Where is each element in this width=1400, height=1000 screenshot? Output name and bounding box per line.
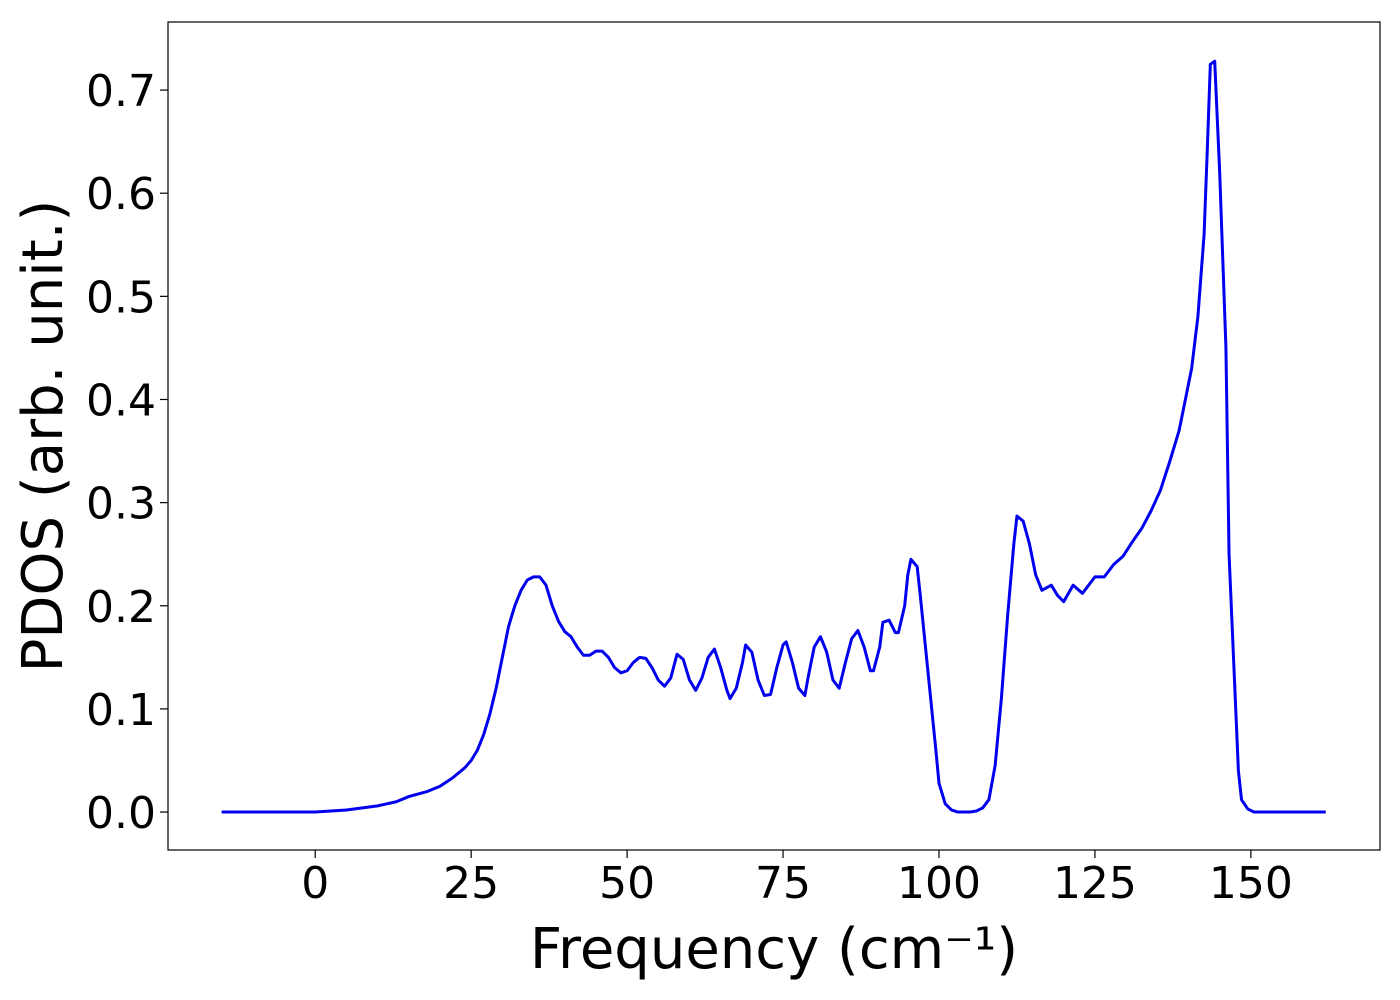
x-tick-label: 150 [1209, 858, 1293, 909]
y-tick-label: 0.5 [86, 272, 156, 323]
y-tick-label: 0.3 [86, 479, 156, 530]
y-axis-label: PDOS (arb. unit.) [11, 200, 76, 673]
y-tick-label: 0.1 [86, 685, 156, 736]
y-tick-label: 0.0 [86, 788, 156, 839]
y-tick-label: 0.2 [86, 582, 156, 633]
x-tick-label: 0 [301, 858, 329, 909]
y-tick-label: 0.7 [86, 66, 156, 117]
x-tick-label: 100 [897, 858, 981, 909]
x-tick-label: 125 [1053, 858, 1137, 909]
x-tick-label: 75 [755, 858, 811, 909]
y-tick-label: 0.4 [86, 375, 156, 426]
y-tick-label: 0.6 [86, 169, 156, 220]
x-axis-label: Frequency (cm⁻¹) [530, 917, 1018, 982]
x-tick-label: 25 [443, 858, 499, 909]
x-tick-label: 50 [599, 858, 655, 909]
plot-frame [167, 21, 1381, 851]
line-series [221, 59, 1326, 814]
